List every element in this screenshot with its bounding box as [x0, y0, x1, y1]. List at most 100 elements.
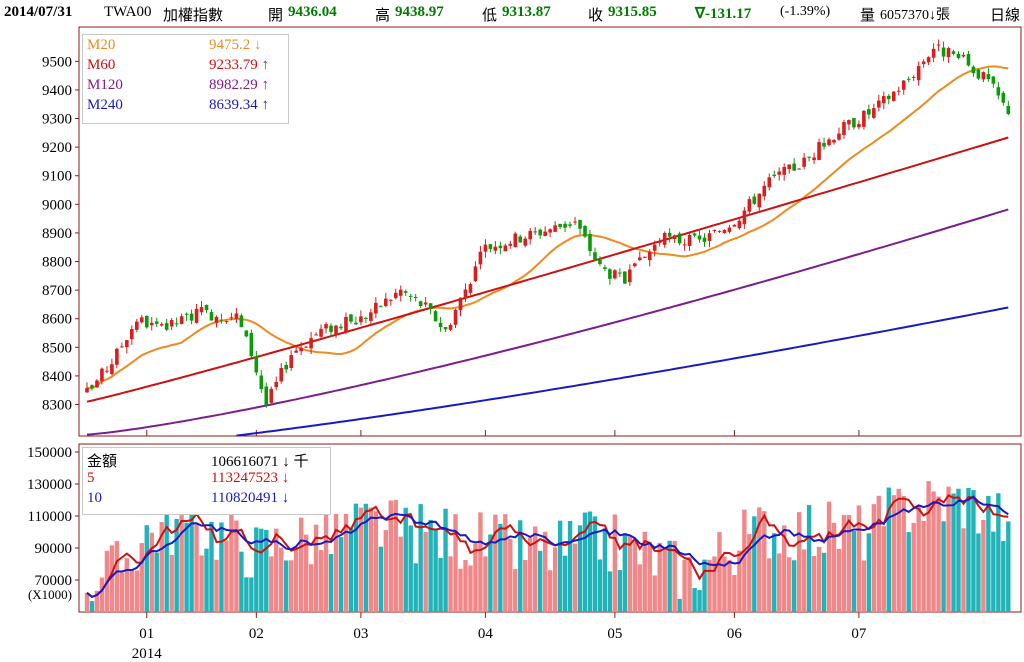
candle-body — [179, 316, 184, 324]
volume-bar — [254, 527, 259, 612]
volume-bar — [214, 559, 219, 612]
legend-item-value: 110820491 ↓ — [211, 490, 290, 506]
candle-body — [334, 325, 338, 336]
legend-item-name: M20 — [87, 37, 116, 53]
candle-body — [583, 225, 587, 237]
candle-body — [428, 303, 433, 309]
candle-body — [508, 243, 513, 246]
candle-body — [991, 76, 996, 84]
volume-value: 6057370↓張 — [880, 8, 950, 23]
low-label: 低 — [482, 8, 498, 24]
volume-bar — [876, 495, 882, 612]
candle-body — [832, 139, 836, 143]
candle-body — [289, 355, 293, 369]
volume-bar — [806, 505, 812, 612]
quote-name: 加權指數 — [163, 8, 224, 24]
volume-bar — [747, 534, 752, 612]
volume-bar — [896, 488, 901, 612]
volume-bar — [587, 511, 593, 612]
candle-body — [234, 313, 239, 319]
volume-bar — [468, 565, 473, 612]
volume-bar — [169, 554, 174, 612]
candle-body — [339, 326, 343, 329]
candle-body — [598, 259, 602, 265]
candle-body — [652, 244, 657, 251]
candle-body — [941, 47, 946, 57]
candle-body — [448, 324, 453, 330]
candle-body — [767, 177, 772, 188]
month-tick-label: 06 — [727, 626, 743, 642]
volume-bar — [906, 532, 911, 612]
candle-body — [777, 171, 782, 175]
volume-bar — [861, 560, 867, 612]
candle-body — [662, 233, 667, 245]
candle-body — [209, 312, 214, 321]
candle-body — [269, 388, 274, 403]
volume-bar — [433, 528, 438, 612]
volume-bar — [642, 531, 647, 612]
volume-bar — [777, 553, 782, 612]
candle-body — [374, 302, 378, 314]
high-label: 高 — [375, 8, 391, 24]
candle-body — [727, 227, 732, 232]
volume-bar — [936, 496, 941, 612]
volume-bar — [413, 563, 418, 612]
price-tick-label: 8400 — [42, 369, 72, 385]
candle-body — [692, 233, 697, 236]
volume-bar — [662, 549, 667, 612]
price-tick-label: 9000 — [42, 197, 72, 213]
candle-body — [468, 284, 473, 293]
volume-bar — [483, 556, 488, 612]
candle-body — [349, 314, 353, 322]
candle-body — [533, 231, 537, 233]
candle-body — [608, 269, 612, 279]
volume-bar — [139, 543, 144, 612]
candle-body — [264, 386, 269, 406]
volume-bar — [279, 547, 284, 612]
candle-body — [239, 315, 244, 328]
volume-bar — [478, 512, 483, 612]
candle-body — [538, 229, 542, 236]
volume-bar — [154, 552, 159, 612]
candle-body — [90, 385, 94, 389]
candle-body — [642, 256, 647, 258]
volume-bar — [493, 514, 498, 612]
candle-body — [762, 185, 767, 197]
volume-bar — [971, 490, 976, 612]
candle-body — [822, 142, 826, 147]
volume-bar — [901, 495, 906, 612]
candle-body — [702, 237, 707, 242]
candle-body — [647, 251, 652, 261]
volume-bar — [597, 559, 603, 612]
volume-bar — [184, 522, 189, 612]
candle-body — [523, 238, 528, 246]
volume-bar — [682, 559, 687, 612]
candle-body — [189, 313, 194, 321]
candle-body — [528, 230, 533, 240]
volume-label: 量 — [860, 8, 876, 24]
volume-bar — [448, 556, 453, 612]
candle-body — [548, 229, 552, 233]
candle-body — [154, 321, 159, 324]
volume-bar — [976, 533, 981, 612]
volume-bar — [821, 552, 827, 612]
candle-body — [946, 48, 951, 58]
candle-body — [981, 72, 986, 80]
volume-bar — [508, 539, 513, 612]
candle-body — [578, 219, 582, 229]
volume-bar — [204, 548, 209, 612]
candle-body — [677, 233, 682, 244]
volume-bar — [293, 547, 299, 612]
volume-bar — [851, 531, 857, 612]
volume-bar — [742, 509, 747, 612]
volume-tick-label: 150000 — [27, 445, 72, 461]
month-tick-label: 02 — [249, 626, 264, 642]
candle-body — [593, 252, 597, 260]
volume-bar — [881, 526, 886, 612]
volume-bar — [443, 508, 448, 612]
candle-body — [558, 223, 562, 228]
candle-body — [872, 108, 876, 118]
candle-body — [135, 321, 139, 330]
volume-bar — [89, 601, 95, 612]
